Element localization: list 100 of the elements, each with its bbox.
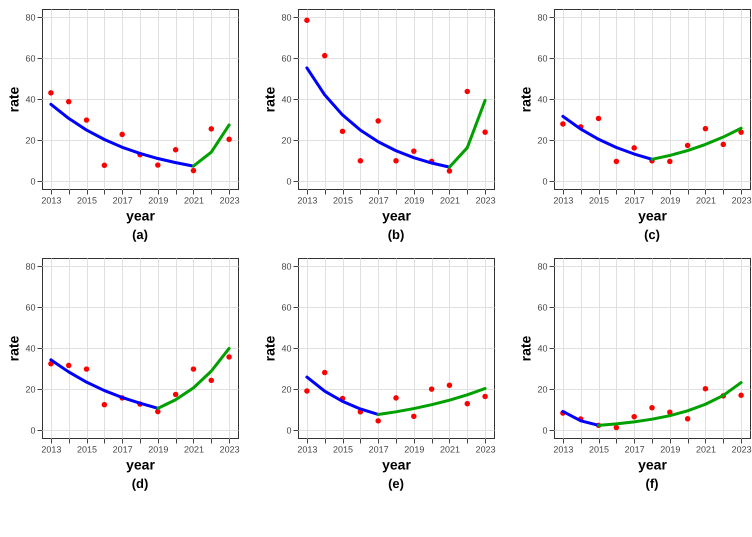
x-tick-label: 2013 bbox=[297, 196, 318, 206]
point bbox=[738, 392, 744, 398]
x-tick-label: 2013 bbox=[553, 196, 574, 206]
y-tick-label: 20 bbox=[281, 135, 292, 146]
point bbox=[614, 158, 620, 164]
point bbox=[208, 126, 214, 132]
y-tick-label: 40 bbox=[25, 344, 36, 354]
y-axis-title: rate bbox=[5, 335, 22, 362]
y-axis-title: rate bbox=[261, 335, 278, 362]
x-tick-label: 2015 bbox=[333, 196, 354, 206]
point bbox=[631, 145, 637, 151]
point bbox=[102, 162, 108, 168]
point bbox=[208, 378, 214, 384]
x-tick-label: 2021 bbox=[184, 444, 204, 454]
point bbox=[684, 416, 690, 422]
point bbox=[411, 148, 417, 154]
point bbox=[340, 128, 346, 134]
point bbox=[358, 158, 364, 164]
point bbox=[155, 162, 161, 168]
y-axis-title: rate bbox=[517, 335, 534, 362]
y-tick-label: 0 bbox=[286, 425, 292, 436]
x-tick-label: 2019 bbox=[660, 196, 680, 206]
y-axis-title: rate bbox=[261, 86, 278, 112]
text: (b) bbox=[388, 227, 404, 242]
x-tick-label: 2019 bbox=[404, 444, 424, 454]
x-tick-label: 2013 bbox=[41, 444, 62, 454]
x-tick-label: 2019 bbox=[404, 196, 424, 206]
point bbox=[48, 90, 54, 96]
x-tick-label: 2021 bbox=[696, 444, 716, 454]
point bbox=[464, 88, 470, 94]
y-tick-label: 80 bbox=[281, 12, 292, 23]
y-tick-label: 20 bbox=[25, 135, 36, 146]
point bbox=[226, 354, 232, 360]
point bbox=[66, 98, 72, 104]
point bbox=[226, 136, 232, 142]
x-tick-label: 2015 bbox=[589, 196, 610, 206]
x-tick-label: 2019 bbox=[660, 444, 680, 454]
point bbox=[84, 366, 90, 372]
y-tick-label: 80 bbox=[537, 12, 548, 23]
y-tick-label: 80 bbox=[25, 262, 36, 272]
point bbox=[428, 386, 434, 392]
x-axis-title: year bbox=[126, 456, 156, 472]
x-tick-label: 2021 bbox=[440, 196, 460, 206]
x-axis-title: year bbox=[126, 208, 156, 224]
x-tick-label: 2023 bbox=[476, 196, 496, 206]
x-tick-label: 2023 bbox=[732, 196, 752, 206]
x-tick-label: 2015 bbox=[333, 444, 354, 454]
point bbox=[482, 394, 488, 400]
point bbox=[155, 408, 161, 414]
line-series bbox=[305, 376, 380, 416]
y-tick-label: 60 bbox=[537, 54, 548, 64]
x-tick-label: 2023 bbox=[220, 196, 240, 206]
point bbox=[482, 129, 488, 135]
y-tick-label: 80 bbox=[281, 262, 292, 272]
point bbox=[190, 366, 196, 372]
text: (c) bbox=[644, 227, 660, 242]
point bbox=[702, 126, 708, 132]
x-tick-label: 2013 bbox=[553, 444, 574, 454]
y-axis-title: rate bbox=[517, 86, 534, 112]
x-tick-label: 2023 bbox=[220, 444, 240, 454]
point bbox=[411, 414, 417, 420]
y-tick-label: 40 bbox=[281, 94, 292, 104]
y-axis-title: rate bbox=[5, 86, 22, 112]
point bbox=[66, 362, 72, 368]
point bbox=[702, 386, 708, 392]
point bbox=[393, 395, 399, 401]
point bbox=[667, 409, 673, 415]
x-tick-label: 2023 bbox=[732, 444, 752, 454]
text: (d) bbox=[132, 476, 148, 491]
y-tick-label: 20 bbox=[281, 384, 292, 394]
y-tick-label: 0 bbox=[542, 176, 548, 186]
point bbox=[393, 158, 399, 164]
y-tick-label: 0 bbox=[286, 176, 292, 186]
line-series bbox=[305, 66, 451, 169]
x-tick-label: 2023 bbox=[476, 444, 496, 454]
point bbox=[560, 121, 566, 127]
x-tick-label: 2017 bbox=[624, 444, 645, 454]
x-tick-label: 2021 bbox=[696, 196, 716, 206]
point bbox=[446, 168, 452, 174]
y-tick-label: 20 bbox=[537, 384, 548, 394]
point bbox=[102, 402, 108, 408]
y-tick-label: 40 bbox=[537, 94, 548, 104]
y-tick-label: 0 bbox=[542, 425, 548, 436]
x-tick-label: 2017 bbox=[368, 196, 389, 206]
point bbox=[84, 117, 90, 123]
y-tick-label: 40 bbox=[281, 344, 292, 354]
point bbox=[190, 168, 196, 174]
y-tick-label: 40 bbox=[537, 344, 548, 354]
x-tick-label: 2015 bbox=[77, 196, 98, 206]
text: (f) bbox=[646, 476, 658, 491]
x-axis-title: year bbox=[382, 456, 412, 472]
y-tick-label: 20 bbox=[537, 135, 548, 146]
x-tick-label: 2017 bbox=[112, 196, 133, 206]
point bbox=[322, 370, 328, 376]
y-tick-label: 40 bbox=[25, 94, 36, 104]
x-axis-title: year bbox=[382, 208, 412, 224]
point bbox=[446, 382, 452, 388]
y-tick-label: 80 bbox=[25, 12, 36, 23]
y-tick-label: 0 bbox=[30, 425, 36, 436]
point bbox=[614, 424, 620, 430]
